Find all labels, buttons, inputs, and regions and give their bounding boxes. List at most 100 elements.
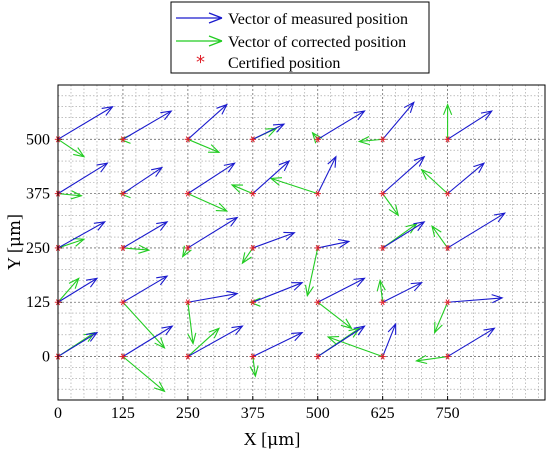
measured-vector-head bbox=[272, 123, 286, 133]
corrected-vector-head bbox=[73, 147, 86, 158]
corrected-vector-head bbox=[249, 365, 259, 378]
corrected-vector-head bbox=[153, 381, 166, 393]
corrected-vector bbox=[304, 247, 319, 298]
legend-measured: Vector of measured position bbox=[176, 11, 408, 28]
certified-point-stroke bbox=[120, 136, 125, 143]
measured-vector bbox=[57, 277, 99, 303]
measured-vector-shaft bbox=[447, 110, 493, 140]
measured-vector bbox=[252, 123, 286, 140]
certified-point-stroke bbox=[315, 353, 320, 360]
measured-vector-head bbox=[387, 322, 397, 335]
corrected-vector bbox=[230, 184, 254, 195]
measured-vector bbox=[317, 277, 366, 303]
measured-vector bbox=[382, 101, 415, 140]
corrected-vector-head bbox=[434, 321, 443, 335]
measured-vector-shaft bbox=[447, 212, 506, 249]
measured-vector-shaft bbox=[447, 162, 485, 195]
corrected-vector-shaft bbox=[327, 336, 383, 358]
corrected-vector bbox=[249, 356, 259, 378]
certified-point-stroke bbox=[380, 190, 385, 197]
measured-vector bbox=[447, 294, 504, 304]
measured-vector-shaft bbox=[57, 162, 108, 195]
certified-point bbox=[184, 299, 192, 306]
measured-vector-head bbox=[156, 275, 169, 286]
measured-vector-shaft bbox=[187, 217, 238, 249]
x-tick-label: 625 bbox=[371, 405, 395, 422]
measured-vector-shaft bbox=[317, 156, 337, 194]
measured-vector-head bbox=[410, 282, 423, 292]
corrected-vector-head bbox=[405, 223, 418, 234]
certified-point bbox=[184, 136, 192, 143]
x-tick-label: 0 bbox=[54, 405, 62, 422]
corrected-vector bbox=[57, 190, 83, 200]
certified-point-stroke bbox=[380, 299, 385, 306]
corrected-vector-shaft bbox=[421, 169, 448, 195]
y-tick-label: 375 bbox=[26, 186, 50, 203]
corrected-vector bbox=[420, 168, 448, 195]
measured-vector-head bbox=[151, 166, 164, 177]
certified-point-stroke bbox=[120, 244, 125, 251]
measured-vector-shaft bbox=[317, 240, 350, 249]
measured-vector bbox=[187, 103, 228, 140]
corrected-vector-shaft bbox=[416, 356, 448, 362]
x-axis-title: X [μm] bbox=[244, 429, 301, 450]
certified-point bbox=[249, 244, 256, 251]
measured-vector bbox=[317, 110, 366, 140]
measured-vector-head bbox=[491, 294, 504, 304]
tick-labels: 0 125 250 375 500 625 750 0 125 250 375 500 bbox=[26, 131, 460, 422]
measured-vector bbox=[122, 110, 173, 140]
measured-vector-head bbox=[160, 110, 173, 121]
certified-point bbox=[379, 136, 386, 143]
measured-vector bbox=[447, 162, 486, 195]
measured-vector bbox=[382, 322, 397, 357]
corrected-vector bbox=[187, 302, 197, 345]
measured-vector-head bbox=[353, 277, 366, 287]
certified-point bbox=[379, 353, 386, 360]
legend-certified: * Certified position bbox=[196, 52, 340, 73]
x-tick-label: 125 bbox=[111, 405, 135, 422]
measured-vector bbox=[122, 166, 164, 195]
measured-vector-head bbox=[226, 216, 239, 227]
corrected-vector-shaft bbox=[187, 138, 220, 153]
corrected-vector-shaft bbox=[122, 301, 165, 349]
y-tick-label: 250 bbox=[26, 240, 50, 257]
measured-vector-shaft bbox=[317, 110, 365, 140]
certified-point-stroke bbox=[185, 299, 190, 306]
corrected-vector-shaft bbox=[57, 193, 82, 197]
corrected-vector-head bbox=[215, 202, 229, 212]
certified-points bbox=[54, 136, 451, 360]
measured-vector-shaft bbox=[252, 123, 285, 140]
corrected-vector-head bbox=[304, 284, 314, 298]
measured-vector bbox=[187, 290, 239, 303]
certified-point-stroke bbox=[185, 136, 190, 143]
certified-point bbox=[314, 299, 321, 306]
corrected-vector bbox=[269, 177, 318, 195]
measured-vector-shaft bbox=[252, 282, 303, 303]
corrected-vector-shaft bbox=[57, 277, 80, 303]
measured-vector-head bbox=[473, 162, 486, 174]
corrected-vector-head bbox=[326, 336, 340, 345]
certified-point-stroke bbox=[120, 299, 125, 306]
certified-point-stroke bbox=[185, 190, 190, 197]
corrected-vector-shaft bbox=[122, 356, 165, 392]
measured-vector-head bbox=[161, 325, 174, 336]
certified-point-stroke bbox=[380, 353, 385, 360]
certified-point bbox=[444, 244, 451, 251]
certified-point-stroke bbox=[380, 136, 385, 143]
measured-vector-head bbox=[337, 238, 351, 248]
measured-vector-shaft bbox=[382, 221, 425, 249]
measured-vector bbox=[252, 231, 296, 249]
measured-vector-shaft bbox=[187, 325, 243, 358]
corrected-vector-head bbox=[208, 327, 221, 339]
measured-vector-shaft bbox=[382, 102, 415, 140]
measured-vector-head bbox=[156, 221, 169, 231]
corrected-vector-shaft bbox=[431, 225, 449, 249]
corrected-vector bbox=[326, 336, 383, 358]
measured-vector bbox=[187, 216, 239, 249]
measured-vector bbox=[317, 325, 366, 358]
certified-point-stroke bbox=[185, 244, 190, 251]
legend: Vector of measured position Vector of co… bbox=[170, 1, 430, 74]
certified-point-stroke bbox=[250, 190, 255, 197]
corrected-vector-head bbox=[340, 318, 353, 330]
measured-vector bbox=[317, 238, 351, 249]
